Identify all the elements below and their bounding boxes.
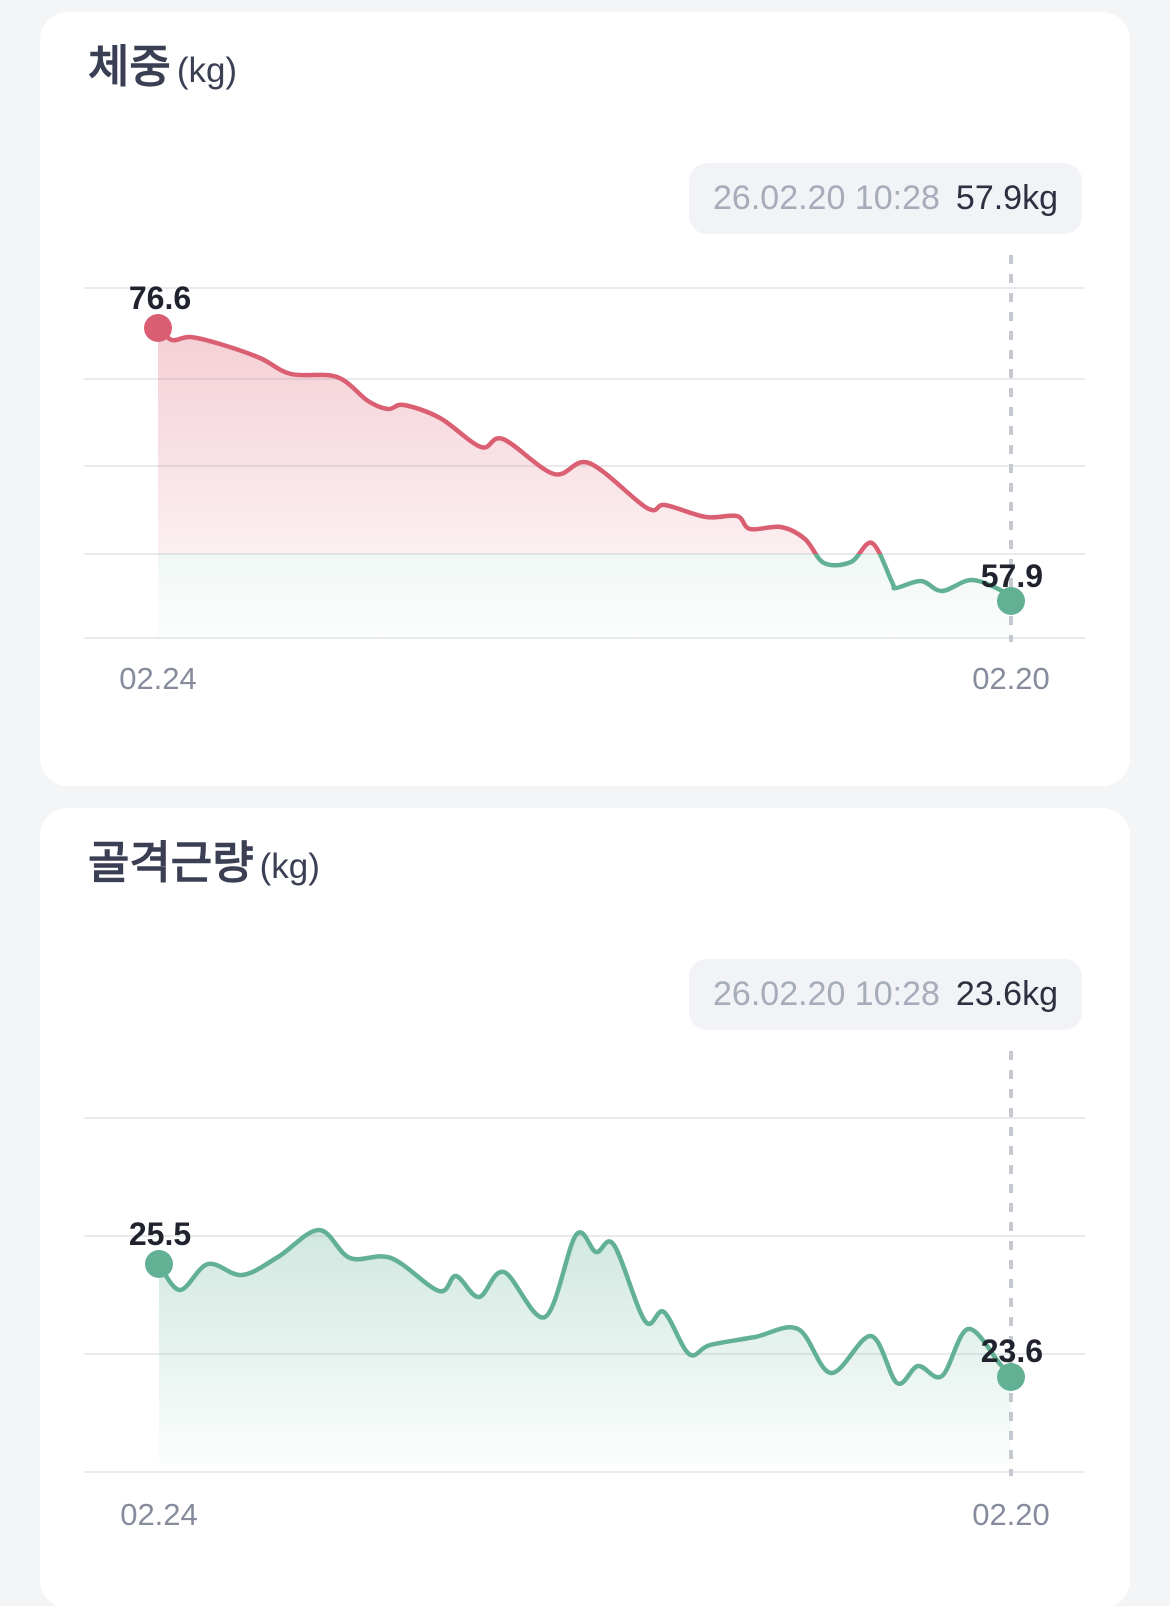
svg-text:76.6: 76.6 (129, 280, 191, 316)
svg-text:02.20: 02.20 (972, 1497, 1050, 1532)
svg-text:23.6: 23.6 (981, 1333, 1043, 1369)
svg-text:02.24: 02.24 (120, 1497, 198, 1532)
svg-text:57.9: 57.9 (981, 558, 1043, 594)
svg-text:25.5: 25.5 (129, 1216, 191, 1252)
svg-text:02.24: 02.24 (119, 661, 197, 696)
svg-text:02.20: 02.20 (972, 661, 1050, 696)
